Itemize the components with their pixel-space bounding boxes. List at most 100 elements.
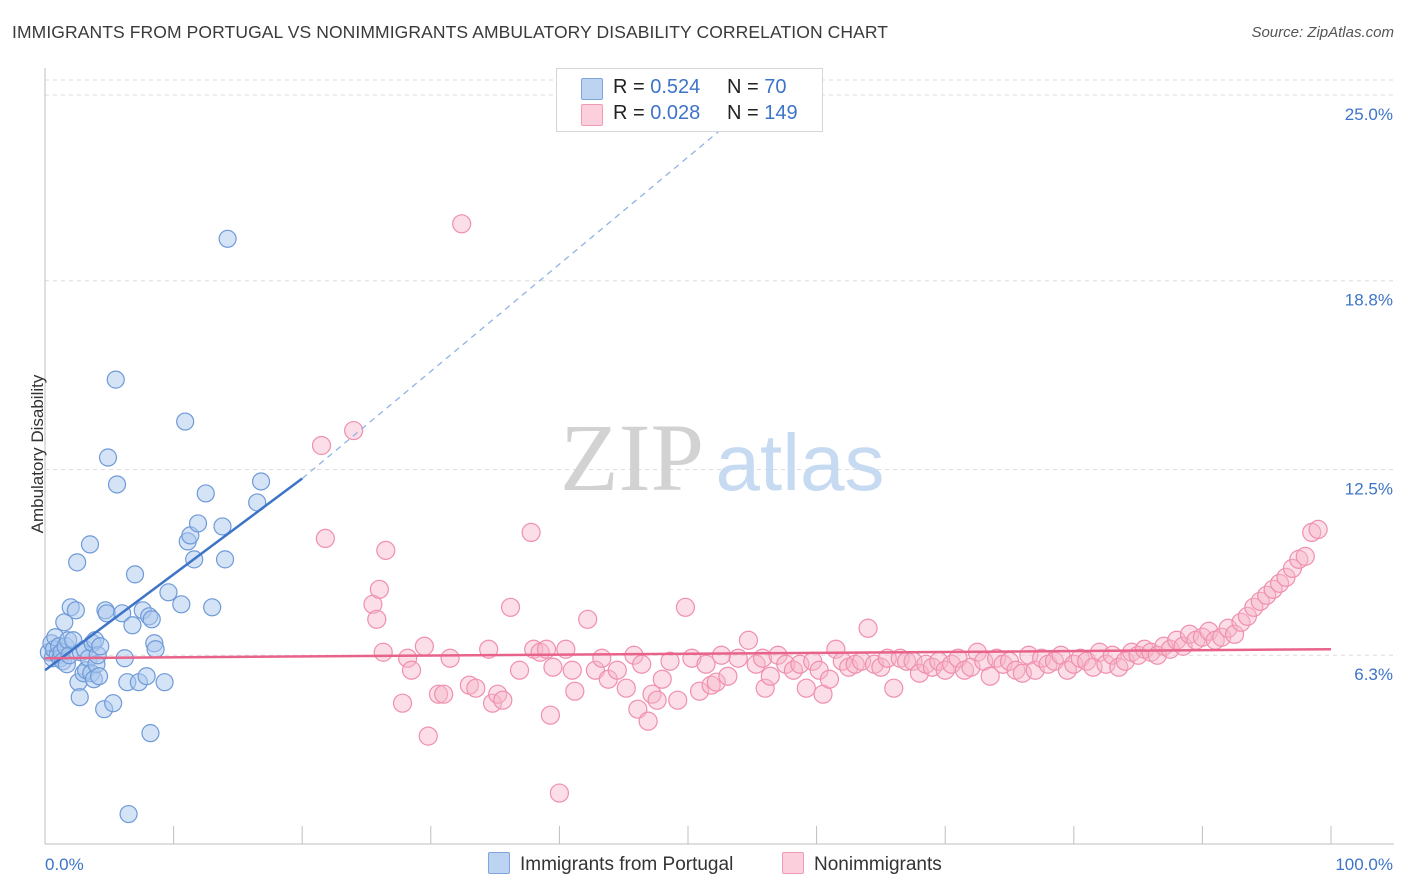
bottom-legend-label: Nonimmigrants xyxy=(814,854,942,875)
nonimmigrants-point xyxy=(479,639,499,659)
nonimmigrants-point xyxy=(642,684,662,704)
legend-r-label: R = xyxy=(613,102,651,124)
nonimmigrants-point xyxy=(706,672,726,692)
bottom-legend-swatch-portugal xyxy=(488,852,510,874)
portugal-point xyxy=(172,595,191,614)
nonimmigrants-point xyxy=(675,597,696,617)
legend-r-value: 0.524 xyxy=(650,76,701,98)
watermark-atlas: atlas xyxy=(716,418,885,507)
portugal-point xyxy=(215,550,235,569)
nonimmigrants-point xyxy=(344,420,364,441)
portugal-point xyxy=(137,667,156,686)
portugal-point xyxy=(125,565,145,584)
portugal-trend-extension xyxy=(301,124,727,479)
nonimmigrants-point xyxy=(493,690,513,710)
correlation-legend: R = 0.524 N = 70 R = 0.028 N = 149 xyxy=(556,68,823,132)
nonimmigrants-point xyxy=(668,690,688,710)
portugal-point xyxy=(142,610,161,629)
portugal-point xyxy=(213,517,232,536)
nonimmigrants-point xyxy=(369,579,389,599)
nonimmigrants-point xyxy=(488,684,508,704)
portugal-point xyxy=(80,535,100,554)
nonimmigrants-point xyxy=(718,666,738,686)
nonimmigrants-point xyxy=(311,435,332,456)
nonimmigrants-point xyxy=(819,669,840,689)
portugal-point xyxy=(141,724,160,743)
source-label: Source: ZipAtlas.com xyxy=(1251,24,1394,41)
nonimmigrants-points xyxy=(311,214,1328,803)
nonimmigrants-point xyxy=(728,648,748,668)
trend-lines xyxy=(44,124,1332,672)
portugal-points xyxy=(39,229,271,824)
nonimmigrants-point xyxy=(428,684,449,704)
nonimmigrants-point xyxy=(500,597,521,617)
nonimmigrants-point xyxy=(980,666,1000,686)
portugal-point xyxy=(119,804,138,824)
nonimmigrants-point xyxy=(616,678,636,698)
nonimmigrants-point xyxy=(1308,519,1328,540)
nonimmigrants-trend-line xyxy=(44,648,1332,660)
nonimmigrants-point xyxy=(565,681,585,701)
portugal-point xyxy=(89,667,109,686)
nonimmigrants-point xyxy=(884,678,904,698)
nonimmigrants-point xyxy=(376,540,396,560)
bottom-legend-portugal: Immigrants from Portugal xyxy=(488,852,733,876)
nonimmigrants-point xyxy=(711,645,732,665)
nonimmigrants-point xyxy=(1295,546,1315,566)
legend-r-value: 0.028 xyxy=(650,102,701,124)
nonimmigrants-point xyxy=(660,651,680,671)
portugal-point xyxy=(68,553,87,572)
portugal-point xyxy=(146,640,165,659)
nonimmigrants-point xyxy=(543,657,563,677)
nonimmigrants-point xyxy=(392,693,413,713)
nonimmigrants-point xyxy=(701,675,721,695)
nonimmigrants-point xyxy=(607,660,627,680)
portugal-point xyxy=(55,613,74,632)
nonimmigrants-point xyxy=(652,669,672,689)
nonimmigrants-point xyxy=(452,214,472,234)
portugal-point xyxy=(155,673,174,692)
portugal-point xyxy=(203,598,222,617)
portugal-point xyxy=(70,688,89,707)
portugal-point xyxy=(251,472,271,491)
bottom-legend-swatch-nonimmigrants xyxy=(782,852,804,874)
nonimmigrants-point xyxy=(440,648,460,668)
portugal-point xyxy=(176,412,195,431)
nonimmigrants-point xyxy=(647,690,667,710)
nonimmigrants-point xyxy=(562,660,582,680)
nonimmigrants-point xyxy=(776,654,796,674)
nonimmigrants-point xyxy=(858,618,878,638)
nonimmigrants-point xyxy=(466,678,486,698)
legend-n-value: 149 xyxy=(764,102,798,124)
portugal-point xyxy=(188,514,208,533)
y-tick-label: 6.3% xyxy=(1354,665,1393,684)
nonimmigrants-point xyxy=(315,528,335,549)
portugal-point xyxy=(98,448,118,467)
portugal-point xyxy=(91,637,110,656)
y-tick-label: 12.5% xyxy=(1345,479,1393,498)
nonimmigrants-point xyxy=(373,642,393,662)
legend-swatch-nonimmigrants xyxy=(581,104,603,126)
nonimmigrants-point xyxy=(549,783,570,803)
portugal-point xyxy=(104,694,123,713)
nonimmigrants-point xyxy=(578,609,598,629)
nonimmigrants-point xyxy=(638,711,658,731)
y-tick-label: 25.0% xyxy=(1345,105,1393,124)
nonimmigrants-point xyxy=(434,684,454,704)
nonimmigrants-point xyxy=(398,648,418,668)
bottom-legend-nonimmigrants: Nonimmigrants xyxy=(782,852,942,876)
nonimmigrants-point xyxy=(521,522,541,543)
nonimmigrants-point xyxy=(689,681,710,701)
nonimmigrants-point xyxy=(760,666,780,686)
portugal-point xyxy=(123,616,142,635)
chart-title: IMMIGRANTS FROM PORTUGAL VS NONIMMIGRANT… xyxy=(12,22,889,42)
nonimmigrants-point xyxy=(696,654,716,674)
portugal-point xyxy=(107,475,127,494)
portugal-trend-line xyxy=(44,477,303,672)
nonimmigrants-point xyxy=(414,636,434,656)
nonimmigrants-point xyxy=(367,609,387,629)
portugal-point xyxy=(66,601,85,620)
legend-n-label: N = xyxy=(727,76,765,98)
nonimmigrants-point xyxy=(540,705,560,725)
